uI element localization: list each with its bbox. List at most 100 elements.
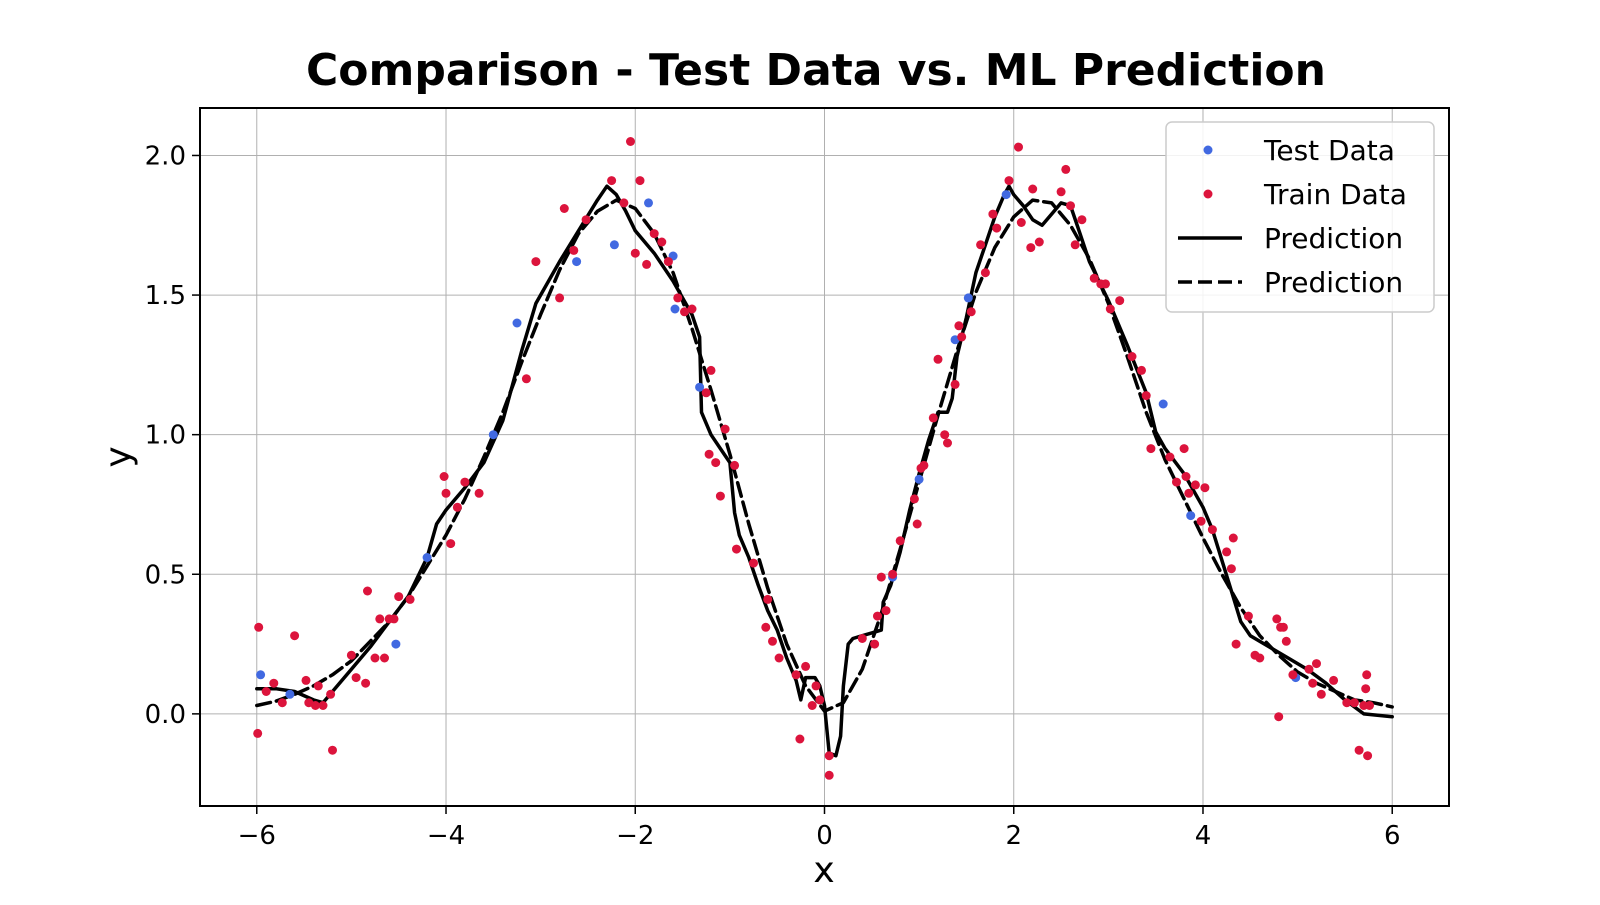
train-data-point — [1070, 240, 1080, 250]
train-data-point — [635, 176, 645, 186]
train-data-point — [642, 259, 652, 269]
train-data-point — [954, 321, 964, 331]
train-data-point — [269, 678, 279, 688]
train-data-point — [1034, 237, 1044, 247]
train-data-point — [313, 681, 323, 691]
legend-train-data-marker — [1203, 189, 1213, 199]
train-data-point — [811, 681, 821, 691]
train-data-point — [957, 332, 967, 342]
train-data-point — [795, 734, 805, 744]
train-data-point — [928, 413, 938, 423]
train-data-point — [1200, 483, 1210, 493]
train-data-point — [346, 650, 356, 660]
train-data-point — [1181, 472, 1191, 481]
legend-test-data-label: Test Data — [1263, 134, 1395, 167]
x-tick-label: 6 — [1384, 821, 1401, 851]
test-data-point — [488, 430, 498, 440]
train-data-point — [1105, 304, 1115, 314]
train-data-point — [474, 488, 484, 498]
train-data-point — [774, 653, 784, 663]
train-data-point — [933, 354, 943, 364]
train-data-point — [815, 695, 825, 705]
train-data-point — [581, 215, 591, 225]
train-data-point — [446, 539, 456, 549]
x-tick-label: 2 — [1005, 821, 1022, 851]
train-data-point — [328, 745, 337, 755]
train-data-point — [277, 698, 287, 708]
train-data-point — [881, 606, 891, 616]
test-data-point — [572, 257, 582, 267]
y-tick-label: 0.0 — [145, 700, 186, 730]
train-data-point — [1207, 525, 1217, 535]
train-data-point — [630, 248, 640, 258]
train-data-point — [711, 458, 721, 468]
test-data-point — [670, 304, 680, 314]
train-data-point — [966, 307, 976, 317]
train-data-point — [290, 631, 300, 641]
y-tick-label: 2.0 — [145, 141, 186, 171]
data-points — [253, 137, 1374, 780]
test-data-point — [914, 474, 924, 484]
train-data-point — [318, 701, 328, 710]
train-data-point — [663, 257, 673, 267]
x-tick-label: 0 — [816, 821, 833, 851]
train-data-point — [876, 572, 886, 582]
train-data-point — [857, 634, 867, 643]
legend-prediction-solid-label: Prediction — [1264, 222, 1403, 255]
train-data-point — [1272, 614, 1282, 624]
train-data-point — [310, 701, 320, 710]
train-data-point — [680, 307, 689, 317]
test-data-point — [609, 240, 619, 250]
train-data-point — [657, 237, 667, 247]
train-data-point — [1165, 452, 1175, 462]
test-data-point — [644, 198, 653, 208]
legend-test-data-marker — [1203, 145, 1213, 155]
train-data-point — [1026, 243, 1036, 253]
train-data-point — [555, 293, 565, 303]
plot-frame — [199, 107, 1450, 807]
train-data-point — [1228, 533, 1238, 543]
test-data-point — [1158, 399, 1168, 409]
train-data-point — [749, 558, 758, 568]
train-data-point — [768, 636, 777, 646]
train-data-point — [1361, 684, 1371, 694]
legend: Test Data Train Data Prediction Predicti… — [1165, 121, 1435, 313]
train-data-point — [626, 137, 635, 146]
train-data-point — [912, 519, 922, 529]
train-data-point — [394, 592, 404, 602]
train-data-point — [791, 670, 801, 680]
train-data-point — [363, 586, 372, 596]
prediction-lines — [255, 184, 1394, 758]
train-data-point — [619, 198, 629, 208]
train-data-point — [1288, 670, 1298, 680]
train-data-point — [559, 204, 569, 213]
train-data-point — [1231, 639, 1241, 649]
x-tick-label: −6 — [238, 821, 276, 851]
train-data-point — [720, 424, 730, 434]
legend-train-data-label: Train Data — [1263, 178, 1407, 211]
train-data-point — [801, 661, 811, 671]
legend-box — [1165, 121, 1435, 313]
train-data-point — [1137, 365, 1146, 375]
train-data-point — [715, 491, 725, 501]
train-data-point — [706, 365, 716, 375]
train-data-point — [607, 176, 617, 186]
train-data-point — [326, 689, 336, 699]
train-data-point — [1362, 670, 1372, 680]
test-data-point — [695, 382, 705, 392]
y-axis-label: y — [98, 446, 139, 467]
train-data-point — [1004, 176, 1014, 186]
train-data-point — [940, 430, 950, 440]
train-data-point — [389, 614, 399, 624]
train-data-point — [895, 536, 905, 546]
train-data-point — [1329, 675, 1339, 685]
train-data-point — [649, 229, 659, 239]
train-data-point — [254, 622, 264, 632]
train-data-point — [1115, 296, 1125, 306]
train-data-point — [687, 304, 697, 314]
train-data-point — [1077, 215, 1087, 225]
train-data-point — [1255, 653, 1265, 663]
test-data-point — [1186, 511, 1196, 521]
train-data-point — [1281, 636, 1291, 646]
train-data-point — [732, 544, 741, 554]
